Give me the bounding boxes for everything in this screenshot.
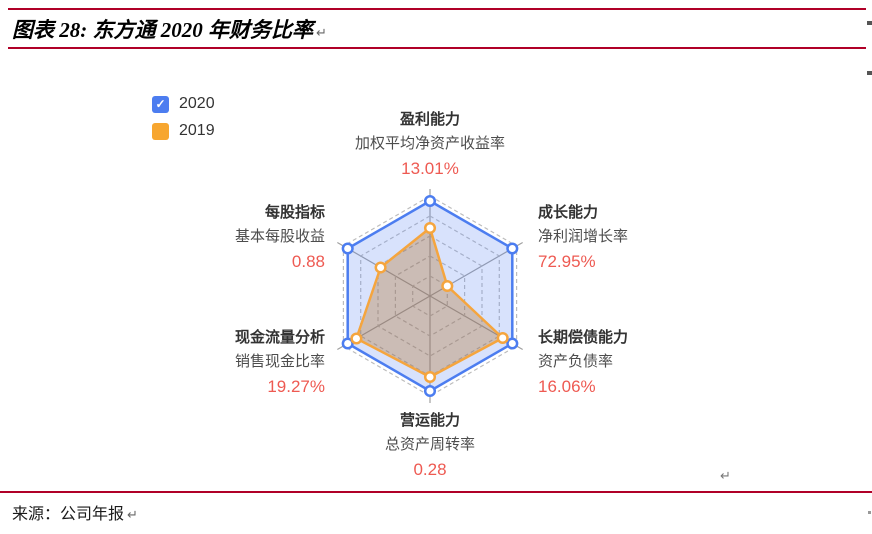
source-note: 来源：公司年报 ↵ bbox=[12, 500, 138, 524]
figure-title: 图表 28: 东方通 2020 年财务比率 bbox=[12, 18, 313, 42]
legend-label[interactable]: 2020 bbox=[179, 95, 215, 112]
axis-label-growth: 成长能力 净利润增长率 72.95% bbox=[538, 205, 708, 270]
checkbox-checked-icon[interactable]: ✓ bbox=[152, 95, 169, 113]
radar-chart[interactable] bbox=[310, 176, 550, 416]
clipped-text-artifact bbox=[867, 71, 872, 75]
axis-value: 19.27% bbox=[267, 377, 325, 396]
clipped-text-artifact bbox=[868, 511, 871, 514]
axis-category: 长期偿债能力 bbox=[538, 329, 629, 346]
source-text: 来源：公司年报 bbox=[12, 506, 125, 523]
axis-indicator: 净利润增长率 bbox=[538, 228, 629, 245]
axis-category: 现金流量分析 bbox=[234, 329, 325, 346]
title-divider-rule bbox=[8, 47, 866, 49]
axis-category: 营运能力 bbox=[399, 412, 460, 429]
paragraph-mark-icon: ↵ bbox=[720, 468, 731, 483]
paragraph-mark-icon: ↵ bbox=[316, 25, 327, 40]
axis-value: 13.01% bbox=[401, 159, 459, 178]
axis-value: 0.88 bbox=[291, 252, 325, 271]
axis-value: 0.28 bbox=[413, 460, 447, 479]
axis-category: 每股指标 bbox=[264, 204, 325, 221]
axis-category: 成长能力 bbox=[538, 204, 599, 221]
top-rule bbox=[8, 8, 866, 10]
chart-legend: ✓ 2020 2019 bbox=[152, 94, 215, 148]
axis-label-profitability: 盈利能力 加权平均净资产收益率 13.01% bbox=[310, 112, 550, 177]
clipped-text-artifact bbox=[867, 21, 872, 25]
legend-item-2019[interactable]: 2019 bbox=[152, 121, 215, 141]
paragraph-mark-icon: ↵ bbox=[127, 507, 138, 522]
axis-indicator: 加权平均净资产收益率 bbox=[354, 135, 505, 152]
axis-label-cash-flow: 现金流量分析 销售现金比率 19.27% bbox=[160, 330, 325, 395]
axis-label-long-term-debt: 长期偿债能力 资产负债率 16.06% bbox=[538, 330, 718, 395]
axis-value: 16.06% bbox=[538, 377, 596, 396]
axis-value: 72.95% bbox=[538, 252, 596, 271]
axis-indicator: 总资产周转率 bbox=[384, 436, 475, 453]
bottom-rule bbox=[0, 491, 872, 493]
axis-indicator: 资产负债率 bbox=[538, 353, 614, 370]
axis-indicator: 销售现金比率 bbox=[234, 353, 325, 370]
axis-label-per-share: 每股指标 基本每股收益 0.88 bbox=[160, 205, 325, 270]
legend-item-2020[interactable]: ✓ 2020 bbox=[152, 94, 215, 114]
axis-category: 盈利能力 bbox=[399, 111, 460, 128]
axis-label-operation: 营运能力 总资产周转率 0.28 bbox=[310, 413, 550, 478]
check-icon: ✓ bbox=[155, 97, 166, 111]
legend-label[interactable]: 2019 bbox=[179, 122, 215, 139]
axis-indicator: 基本每股收益 bbox=[234, 228, 325, 245]
legend-swatch-icon[interactable] bbox=[152, 122, 169, 140]
figure-title-row: 图表 28: 东方通 2020 年财务比率 ↵ bbox=[12, 14, 327, 44]
